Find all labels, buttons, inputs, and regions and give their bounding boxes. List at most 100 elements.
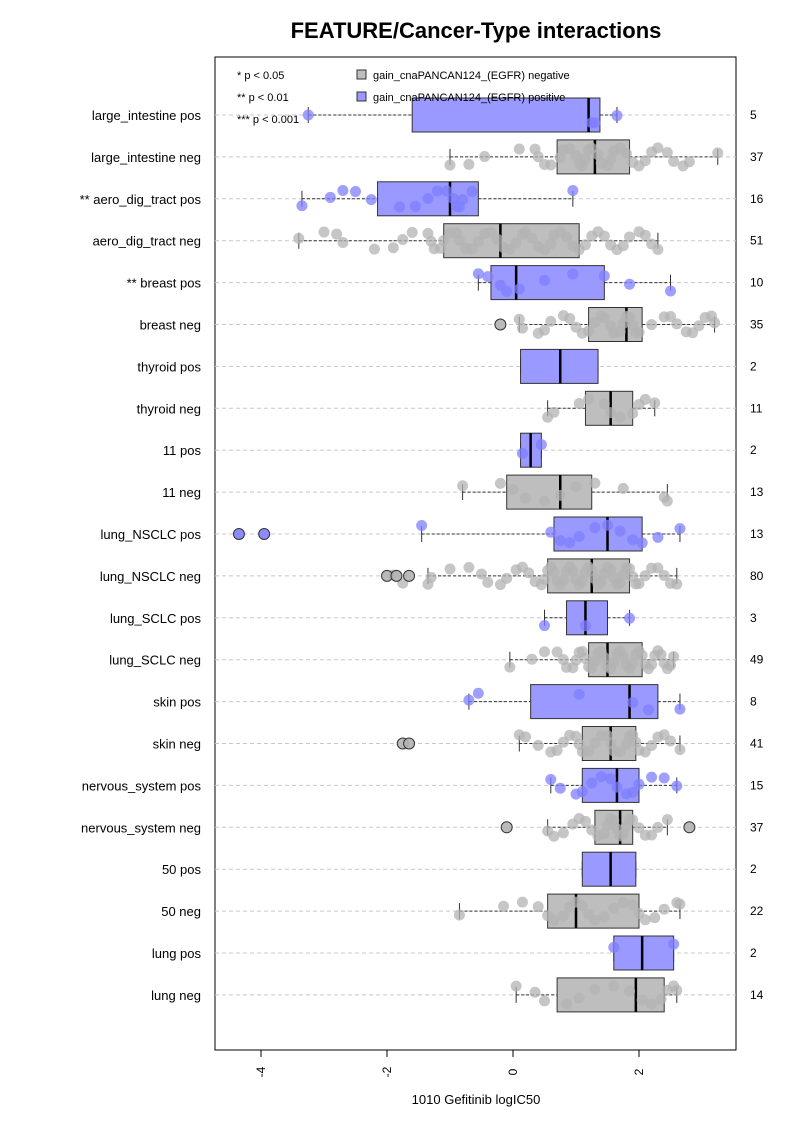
data-point <box>639 155 651 167</box>
data-point <box>608 902 620 914</box>
data-point <box>598 651 610 663</box>
data-point <box>589 477 601 489</box>
data-point <box>627 407 639 419</box>
data-point <box>646 829 658 841</box>
data-point <box>652 821 664 833</box>
data-point <box>510 237 522 249</box>
data-point <box>598 911 610 923</box>
data-point <box>646 319 658 331</box>
data-point <box>529 986 541 998</box>
data-point <box>318 226 330 238</box>
data-point <box>630 736 642 748</box>
row-label: lung_SCLC neg <box>109 653 201 668</box>
data-point <box>674 898 686 910</box>
data-point <box>608 980 620 992</box>
data-point <box>491 233 503 245</box>
data-point <box>561 998 573 1010</box>
data-point <box>639 914 651 926</box>
row-count: 2 <box>750 946 757 960</box>
row-label: lung_NSCLC neg <box>100 569 201 584</box>
data-point <box>482 271 494 283</box>
data-point <box>579 815 591 827</box>
data-point <box>545 238 557 250</box>
data-point <box>526 232 538 244</box>
data-point <box>627 697 639 709</box>
x-axis: -4 -2 0 2 <box>254 1049 646 1077</box>
data-point <box>498 900 510 912</box>
data-point <box>532 901 544 913</box>
data-point <box>554 782 566 794</box>
data-point <box>453 909 465 921</box>
box <box>530 684 659 720</box>
row-label: 50 pos <box>162 862 202 877</box>
data-point <box>545 159 557 171</box>
data-point <box>331 228 343 240</box>
data-point <box>573 688 585 700</box>
data-point <box>513 283 525 295</box>
data-point <box>611 110 623 122</box>
data-point <box>665 735 676 747</box>
data-point <box>614 746 626 758</box>
data-point <box>466 243 478 255</box>
data-point <box>564 143 576 155</box>
row-count: 37 <box>750 820 764 834</box>
data-point <box>671 984 683 996</box>
data-point <box>564 312 576 324</box>
data-point <box>595 771 607 783</box>
data-point <box>608 941 620 953</box>
data-point <box>671 578 683 590</box>
data-point <box>296 200 308 212</box>
data-point <box>589 983 601 995</box>
data-point <box>523 567 535 579</box>
data-point <box>438 235 450 247</box>
row-count: 2 <box>750 443 757 457</box>
data-point <box>532 151 544 163</box>
data-point <box>441 185 453 197</box>
data-point <box>539 646 550 658</box>
data-point <box>661 814 673 826</box>
x-tick-label: -2 <box>380 1066 394 1077</box>
data-point <box>589 655 601 667</box>
data-point <box>365 194 377 206</box>
data-point <box>617 482 629 494</box>
data-point <box>576 786 588 798</box>
data-point <box>350 186 361 198</box>
row-count: 2 <box>750 359 757 373</box>
data-point <box>513 313 525 325</box>
data-point <box>668 155 680 167</box>
row-label: large_intestine neg <box>91 150 201 165</box>
data-point <box>652 244 664 256</box>
significance-legend-item: *** p < 0.001 <box>237 114 299 126</box>
data-point <box>337 236 349 248</box>
data-point <box>579 239 591 251</box>
row-count: 14 <box>750 988 764 1002</box>
data-point <box>598 312 610 324</box>
data-point <box>557 574 569 586</box>
data-point <box>652 531 664 543</box>
data-point <box>589 117 601 129</box>
row-count: 49 <box>750 653 764 667</box>
data-point <box>627 534 639 546</box>
row-label: skin neg <box>153 737 201 752</box>
outlier-point <box>403 737 416 750</box>
outlier-point <box>232 528 245 540</box>
data-point <box>639 570 651 582</box>
data-point <box>516 322 528 334</box>
data-point <box>548 406 560 418</box>
data-point <box>636 537 648 549</box>
data-point <box>598 828 610 840</box>
significance-legend-item: ** p < 0.01 <box>237 92 289 104</box>
row-label: lung pos <box>152 946 202 961</box>
data-point <box>652 562 664 574</box>
data-point <box>633 822 645 834</box>
data-point <box>586 564 598 576</box>
row-label: 50 neg <box>161 904 201 919</box>
data-point <box>457 194 469 206</box>
row-label: thyroid neg <box>137 401 201 416</box>
x-tick-label: 2 <box>632 1068 646 1075</box>
legend-swatch <box>356 91 367 102</box>
chart-title: FEATURE/Cancer-Type interactions <box>291 18 662 43</box>
row-label: ** breast pos <box>127 276 202 291</box>
data-point <box>444 159 456 171</box>
row-count: 41 <box>750 737 764 751</box>
